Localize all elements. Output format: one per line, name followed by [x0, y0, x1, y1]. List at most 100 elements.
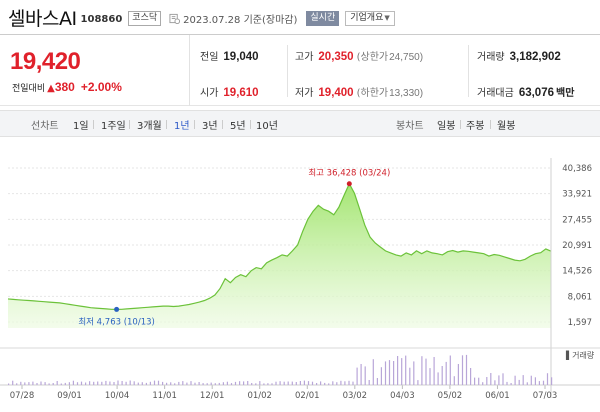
volume-bar	[198, 382, 200, 385]
price-line	[7, 182, 552, 311]
market-badge: 코스닥	[128, 11, 162, 26]
volume-bar	[518, 379, 520, 385]
tab-weekly-candle[interactable]: 주봉	[466, 121, 485, 132]
prev-close-value: 19,040	[223, 51, 259, 63]
divider	[287, 45, 288, 97]
volume-bar	[166, 382, 168, 385]
volume-bar	[178, 381, 180, 385]
volume-bar	[360, 364, 362, 385]
volume-bar	[149, 381, 151, 385]
y-tick-label: 27,455	[562, 215, 592, 225]
volume-bar	[328, 383, 330, 385]
upper-limit-label: (상한가	[356, 52, 389, 63]
tab-3year[interactable]: 3년	[202, 121, 218, 132]
price-chart[interactable]: 40,386 33,921 27,455 20,991 14,526 8,061 1,597…	[0, 140, 600, 412]
tab-3month[interactable]: 3개월	[137, 121, 162, 132]
volume-bar	[239, 381, 241, 385]
x-tick-label: 09/01	[57, 391, 82, 401]
volume-bar	[80, 381, 83, 385]
volume-bar	[141, 382, 143, 385]
volume-bar	[441, 366, 443, 385]
tab-candle-chart[interactable]: 봉차트	[396, 121, 424, 132]
y-tick-label: 8,061	[568, 292, 592, 302]
volume-bar	[490, 373, 492, 385]
company-info-button[interactable]: 기업개요▼	[345, 11, 395, 26]
volume-bar	[44, 382, 46, 385]
volume-bar	[522, 375, 524, 385]
tab-1day[interactable]: 1일	[73, 121, 89, 132]
volume-bar	[279, 381, 281, 385]
volume-bar	[534, 377, 536, 385]
price-chart-svg[interactable]: 40,386 33,921 27,455 20,991 14,526 8,061 1,597…	[0, 140, 600, 412]
prev-close-stat: 전일 19,040	[200, 48, 259, 63]
volume-bar	[202, 383, 204, 385]
tab-1week[interactable]: 1주일	[101, 121, 126, 132]
volume-bar	[316, 383, 318, 385]
tab-monthly-candle[interactable]: 월봉	[497, 121, 516, 132]
volume-bar	[433, 357, 435, 385]
volume-bar	[190, 381, 192, 385]
change-percent: +2.00%	[80, 80, 122, 94]
volume-bar	[275, 381, 277, 385]
volume-bar	[401, 358, 403, 385]
volume-bar	[251, 383, 253, 385]
trade-value-label: 거래대금	[477, 88, 514, 99]
volume-bar	[210, 382, 212, 385]
x-tick-label: 06/01	[485, 391, 510, 401]
base-date: 2023.07.28 기준(장마감)	[183, 15, 298, 26]
volume-bar	[28, 382, 30, 385]
volume-bar	[8, 383, 10, 385]
volume-bar	[445, 361, 447, 385]
volume-bar	[299, 381, 301, 385]
x-tick-label: 02/01	[295, 391, 320, 401]
volume-bar	[137, 382, 139, 385]
tab-5year[interactable]: 5년	[230, 121, 246, 132]
volume-bar	[247, 381, 249, 385]
realtime-button[interactable]: 실시간	[306, 11, 340, 26]
volume-bar	[486, 377, 488, 385]
volume-bar	[32, 381, 34, 385]
volume-bar	[101, 381, 103, 385]
volume-bar	[226, 381, 228, 385]
volume-bar	[514, 375, 516, 385]
current-price-panel: 19,420 전일대비 ▲ 380 +2.00%	[0, 35, 190, 106]
volume-bar	[182, 381, 184, 385]
volume-bar	[68, 382, 70, 385]
volume-bar	[364, 366, 366, 385]
chart-tabs-bar: 선차트 1일 1주일 3개월 1년 3년 5년 10년 봉차트 일봉 주봉 월봉	[0, 110, 600, 137]
volume-bar	[174, 383, 176, 385]
volume-bar	[311, 381, 314, 385]
trade-value-stat: 거래대금 63,076 백만	[477, 84, 574, 99]
x-tick-label: 04/03	[390, 391, 415, 401]
tab-10year[interactable]: 10년	[256, 121, 278, 132]
volume-bar	[162, 381, 164, 385]
volume-bar	[72, 380, 74, 385]
volume-bar	[109, 381, 111, 385]
volume-bar	[538, 381, 540, 385]
low-value: 19,400	[318, 87, 354, 99]
volume-bar	[352, 381, 354, 385]
tab-divider	[194, 120, 195, 129]
volume-bar	[255, 383, 257, 385]
volume-bar	[393, 361, 395, 385]
volume-bar	[449, 355, 451, 385]
high-stat: 고가 20,350 (상한가 24,750)	[295, 48, 423, 63]
volume-bar	[263, 383, 265, 385]
high-label: 고가	[295, 52, 314, 63]
volume-bar	[16, 383, 18, 385]
volume-bar	[478, 377, 480, 385]
tab-line-chart[interactable]: 선차트	[31, 121, 59, 132]
volume-bar	[206, 383, 208, 385]
volume-bar	[344, 381, 346, 385]
volume-bar	[474, 377, 476, 385]
tab-1year[interactable]: 1년	[174, 121, 190, 132]
tab-daily-candle[interactable]: 일봉	[437, 121, 456, 132]
change-value: 380	[54, 80, 75, 94]
volume-bar	[48, 383, 50, 385]
volume-bar	[417, 380, 419, 385]
volume-bar	[425, 358, 427, 385]
tab-divider	[490, 120, 491, 129]
volume-bar	[24, 382, 26, 385]
volume-bar	[510, 383, 512, 385]
volume-value: 3,182,902	[509, 51, 561, 63]
